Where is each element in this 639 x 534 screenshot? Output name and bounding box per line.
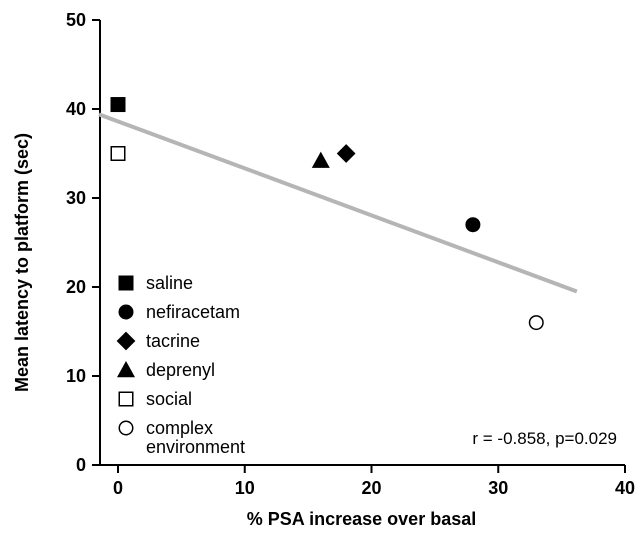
x-axis-title: % PSA increase over basal [247, 509, 476, 529]
y-tick-label: 10 [66, 366, 86, 386]
data-point-social [110, 146, 126, 161]
x-tick-label: 30 [488, 478, 508, 498]
x-tick-label: 20 [361, 478, 381, 498]
y-tick-label: 0 [76, 455, 86, 475]
axes [99, 20, 625, 466]
legend-label-social: social [146, 389, 192, 409]
x-tick-label: 40 [615, 478, 635, 498]
legend: saline nefiracetam tacrine deprenyl social co… [116, 273, 245, 457]
x-tick-label: 0 [113, 478, 123, 498]
y-axis-ticks: 0 10 20 30 40 50 [66, 10, 100, 475]
legend-label-complex-environment: complex [146, 418, 213, 438]
y-tick-label: 40 [66, 99, 86, 119]
legend-label-tacrine: tacrine [146, 331, 200, 351]
legend-marker-tacrine [116, 331, 136, 351]
data-point-complex-environment [528, 315, 544, 331]
legend-label-complex-environment: environment [146, 437, 245, 457]
legend-marker-deprenyl [117, 361, 135, 378]
data-point-deprenyl [311, 151, 330, 168]
legend-marker-saline [118, 275, 134, 291]
data-point-saline [110, 97, 126, 113]
data-point-tacrine [336, 144, 356, 163]
y-tick-label: 30 [66, 188, 86, 208]
legend-marker-social [118, 391, 134, 407]
correlation-annotation: r = -0.858, p=0.029 [472, 429, 617, 448]
x-axis-ticks: 0 10 20 30 40 [113, 465, 635, 498]
regression-line [98, 112, 578, 294]
data-point-nefiracetam [465, 217, 481, 233]
y-tick-label: 20 [66, 277, 86, 297]
legend-label-nefiracetam: nefiracetam [146, 302, 240, 322]
legend-marker-complex-environment [118, 420, 134, 436]
legend-marker-nefiracetam [118, 304, 134, 320]
x-tick-label: 10 [235, 478, 255, 498]
y-tick-label: 50 [66, 10, 86, 30]
y-axis-title: Mean latency to platform (sec) [12, 133, 32, 392]
legend-label-deprenyl: deprenyl [146, 360, 215, 380]
data-points [110, 97, 544, 331]
legend-label-saline: saline [146, 273, 193, 293]
